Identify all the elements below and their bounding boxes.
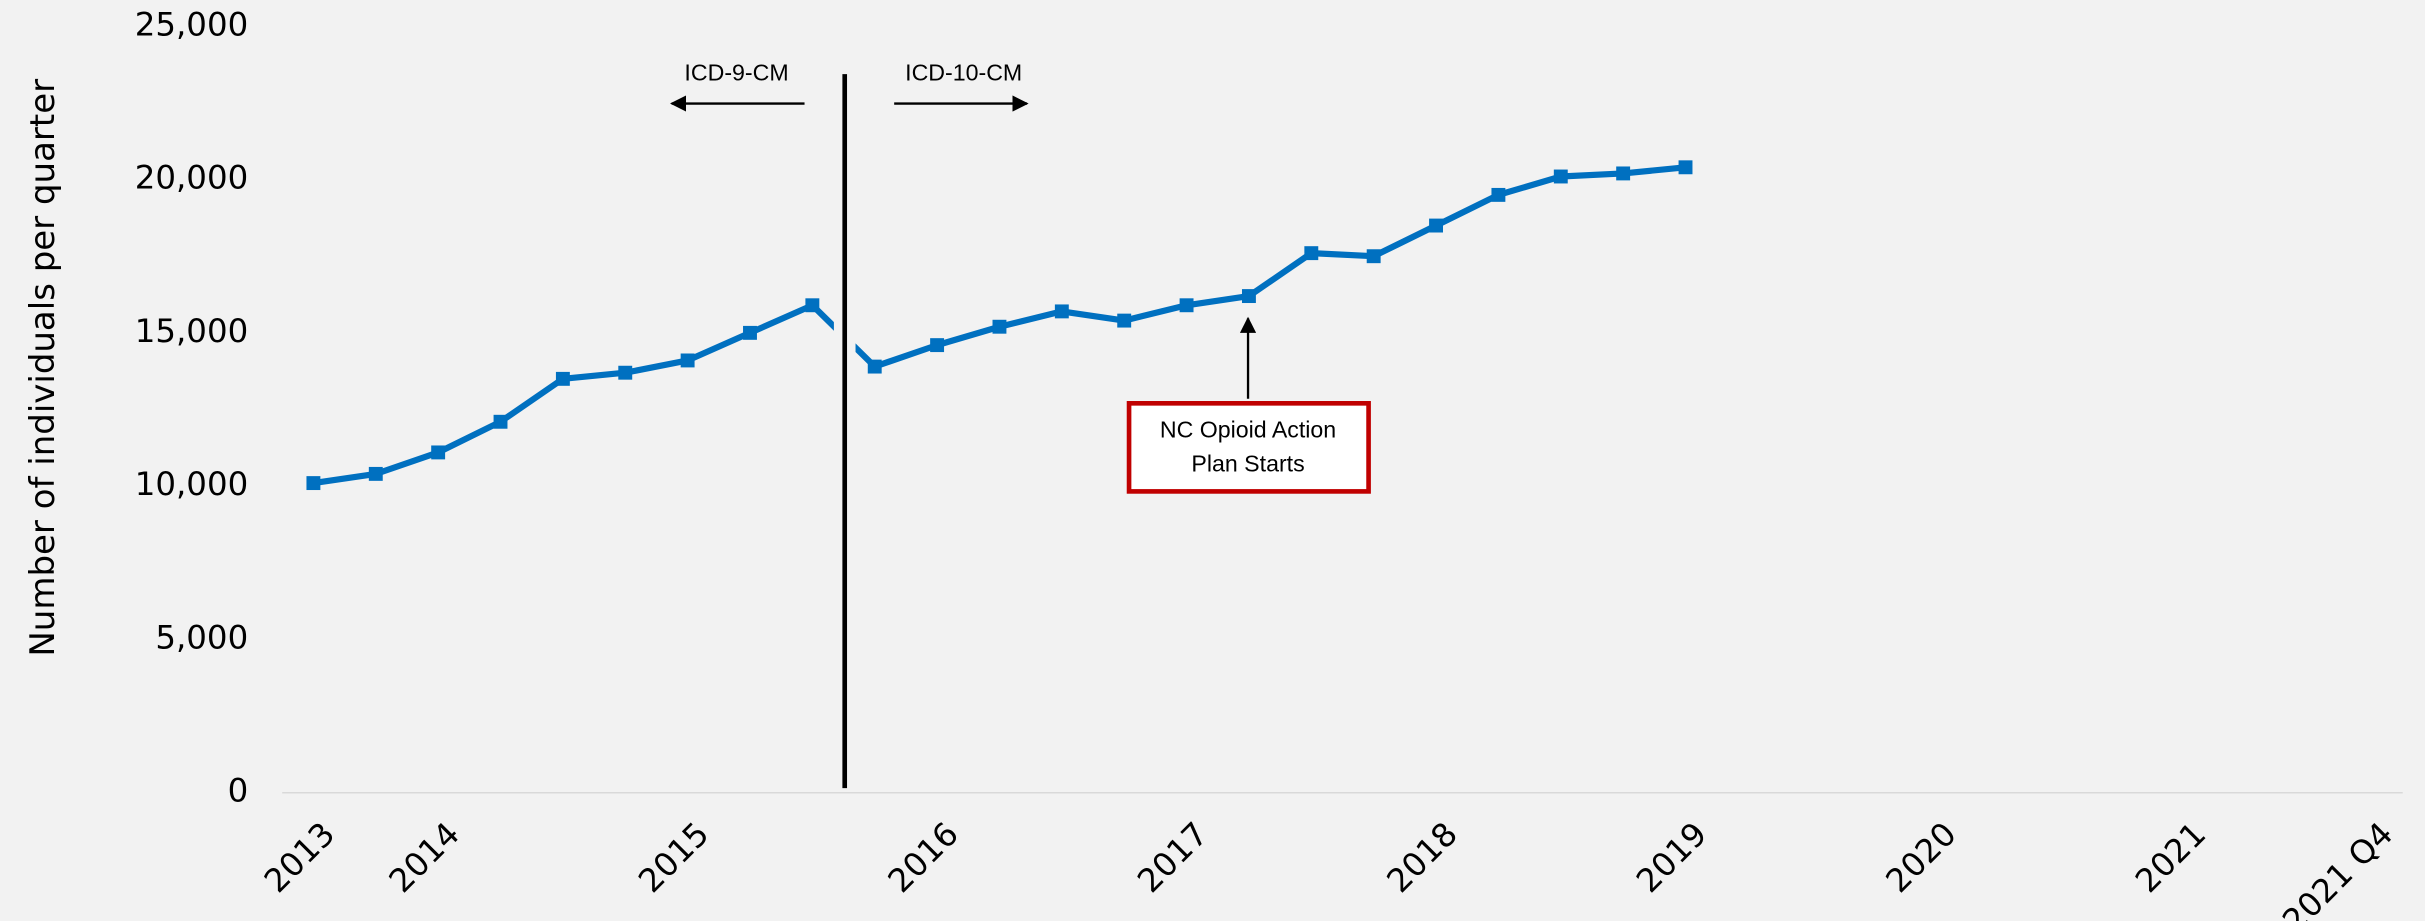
marker — [493, 414, 508, 429]
marker — [1491, 187, 1506, 202]
x-tick-label: 2021 Q4 — [2275, 815, 2400, 921]
marker — [1241, 289, 1256, 304]
x-tick-label: 2020 — [1879, 815, 1964, 900]
marker — [431, 445, 446, 460]
marker — [805, 298, 820, 313]
marker — [618, 365, 633, 380]
annotation-box-text: NC Opioid Action — [1160, 416, 1336, 442]
x-tick-label: 2015 — [631, 815, 716, 900]
marker — [1117, 313, 1132, 328]
marker — [1616, 166, 1631, 181]
marker — [306, 476, 321, 491]
annotation-box-text: Plan Starts — [1191, 450, 1304, 476]
marker — [1054, 304, 1069, 319]
y-tick-label: 15,000 — [135, 312, 249, 350]
marker — [680, 353, 695, 368]
y-tick-label: 25,000 — [135, 5, 249, 43]
y-tick-label: 5,000 — [155, 618, 248, 656]
x-tick-label: 2017 — [1130, 815, 1215, 900]
marker — [1366, 249, 1381, 264]
y-tick-label: 20,000 — [135, 159, 249, 197]
marker — [930, 338, 945, 353]
x-tick-label: 2018 — [1380, 815, 1465, 900]
marker — [743, 325, 757, 340]
marker — [368, 466, 383, 481]
annotation: ICD-9-CM — [684, 59, 788, 85]
marker — [1304, 246, 1319, 261]
annotation-box — [1126, 401, 1371, 494]
y-tick-label: 0 — [228, 772, 249, 810]
y-tick-label: 10,000 — [135, 465, 249, 503]
annotation: ICD-10-CM — [905, 59, 1022, 85]
marker — [992, 319, 1007, 334]
x-tick-label: 2016 — [881, 815, 966, 900]
x-tick-label: 2019 — [1629, 815, 1714, 900]
x-tick-label: 2021 — [2128, 815, 2213, 900]
marker — [1553, 169, 1568, 184]
x-tick-label: 2013 — [257, 815, 342, 900]
marker — [867, 359, 882, 374]
marker — [555, 371, 570, 386]
marker — [1429, 218, 1443, 233]
marker — [1678, 160, 1693, 175]
x-tick-label: 2014 — [382, 815, 467, 900]
marker — [1179, 298, 1194, 313]
y-axis-label: Number of individuals per quarter — [23, 79, 63, 657]
